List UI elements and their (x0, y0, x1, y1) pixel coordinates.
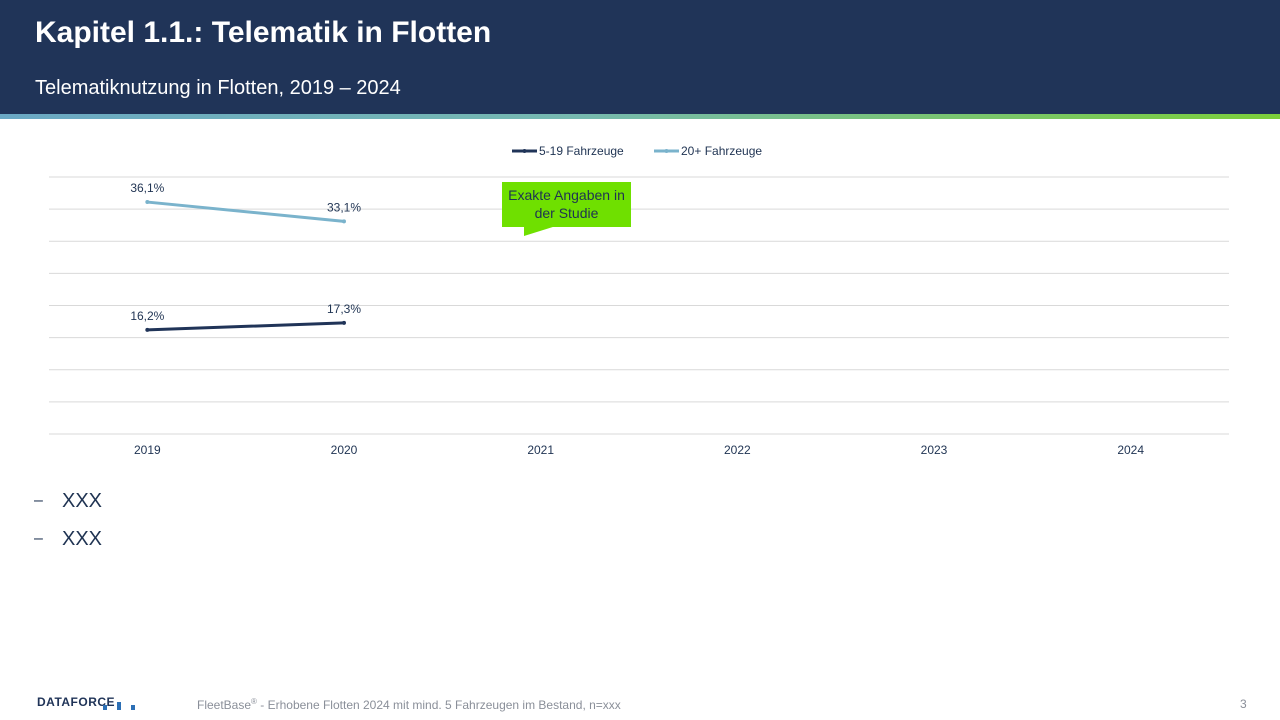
x-tick-label: 2021 (527, 443, 554, 457)
accent-divider (0, 114, 1280, 119)
page-number: 3 (1240, 697, 1247, 711)
registered-mark: ® (251, 697, 257, 706)
series-line (145, 200, 346, 223)
data-point (145, 327, 150, 332)
x-tick-label: 2020 (331, 443, 358, 457)
data-label: 17,3% (327, 302, 361, 316)
bullet-item: – XXX (34, 520, 102, 558)
data-point (342, 219, 346, 224)
data-point (145, 200, 150, 205)
series-line (145, 321, 346, 332)
callout-tail (524, 226, 556, 236)
page-subtitle: Telematiknutzung in Flotten, 2019 – 2024 (35, 77, 401, 99)
bullet-text: XXX (62, 527, 103, 550)
source-note: FleetBase® - Erhobene Flotten 2024 mit m… (197, 697, 621, 712)
x-tick-label: 2022 (724, 443, 751, 457)
data-label: 33,1% (327, 200, 361, 214)
callout-box: Exakte Angaben in der Studie (502, 182, 631, 227)
dash-icon: – (34, 492, 43, 509)
page-title: Kapitel 1.1.: Telematik in Flotten (35, 16, 492, 49)
x-tick-label: 2023 (921, 443, 948, 457)
legend-label: 20+ Fahrzeuge (681, 144, 762, 158)
x-tick-label: 2024 (1117, 443, 1144, 457)
dataforce-logo: DATAFORCE (37, 695, 116, 709)
legend-marker (664, 149, 669, 153)
source-text: - Erhobene Flotten 2024 mit mind. 5 Fahr… (256, 698, 621, 712)
bullet-list: – XXX – XXX (34, 482, 102, 558)
x-tick-label: 2019 (134, 443, 161, 457)
header-banner: Kapitel 1.1.: Telematik in Flotten Telem… (0, 0, 1280, 114)
data-label: 16,2% (130, 309, 164, 323)
line-chart: 2019 2020 2021 2022 2023 2024 5-19 Fahrzeuge 20… (49, 144, 1229, 457)
bullet-item: – XXX (34, 482, 102, 520)
data-point (342, 320, 346, 325)
dash-icon: – (34, 530, 43, 547)
bullet-text: XXX (62, 489, 103, 512)
legend-label: 5-19 Fahrzeuge (539, 144, 624, 158)
source-brand: FleetBase (197, 698, 252, 712)
data-label: 36,1% (130, 181, 164, 195)
legend-marker (522, 149, 527, 153)
